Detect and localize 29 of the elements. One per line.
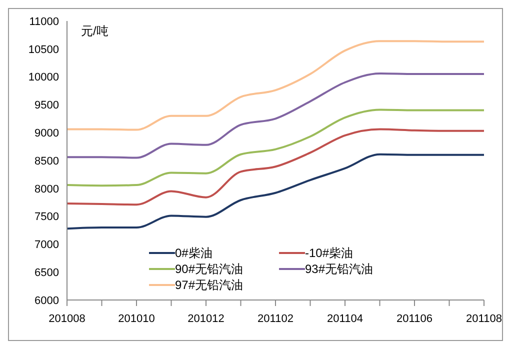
legend-label: -10#柴油 [305, 245, 354, 261]
y-tick-label: 7000 [34, 239, 59, 252]
x-tick-label: 201102 [258, 312, 294, 325]
line-series [66, 40, 485, 131]
x-tick-label: 201008 [48, 312, 86, 325]
x-tick-label: 201108 [466, 312, 502, 325]
legend-label: 97#无铅汽油 [175, 277, 244, 293]
y-tick-label: 9000 [34, 128, 59, 140]
line-series [66, 108, 485, 187]
y-tick-label: 6000 [34, 294, 59, 307]
x-tick-label: 201010 [118, 312, 155, 325]
x-tick-label: 201106 [396, 312, 432, 325]
y-tick-label: 11000 [29, 16, 59, 28]
y-tick-label: 7500 [34, 211, 59, 224]
line-series [66, 72, 485, 159]
y-tick-label: 8000 [34, 183, 59, 196]
y-tick-label: 9500 [34, 100, 59, 112]
legend-label: 90#无铅汽油 [175, 261, 244, 277]
legend-label: 93#无铅汽油 [305, 261, 374, 277]
y-tick-label: 6500 [34, 267, 59, 280]
y-tick-label: 10000 [28, 72, 59, 84]
y-tick-label: 8500 [34, 155, 59, 168]
y-tick-label: 10500 [28, 44, 59, 56]
x-tick-label: 201012 [188, 312, 224, 325]
x-tick-label: 201104 [327, 312, 363, 325]
legend-label: 0#柴油 [175, 245, 212, 261]
line-series [66, 153, 485, 230]
line-series [66, 128, 485, 206]
y-axis-title: 元/吨 [81, 24, 108, 38]
